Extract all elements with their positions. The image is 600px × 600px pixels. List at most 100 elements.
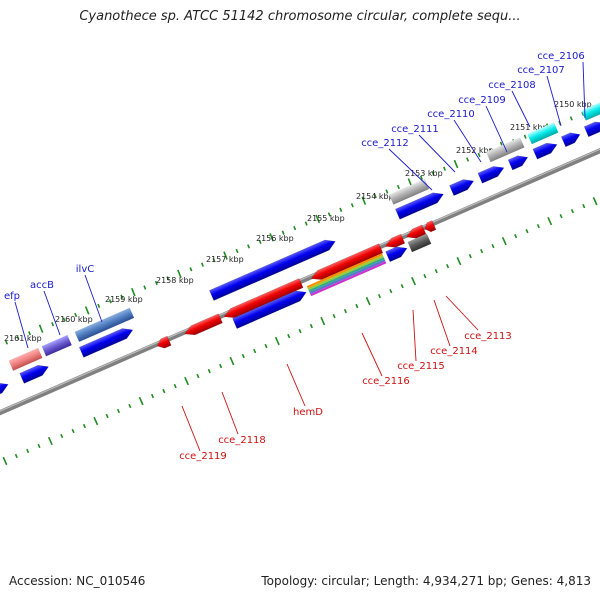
inner-tick [219, 363, 223, 369]
outer-tick [223, 251, 228, 260]
reverse-gene-arrow[interactable] [423, 220, 437, 233]
chromosome-backbone-highlight [0, 148, 600, 412]
gene-label-cce_2119[interactable]: cce_2119 [179, 451, 227, 462]
inner-tick [173, 383, 177, 389]
inner-tick [207, 368, 211, 374]
forward-gene-labels: cce_2106 cce_2107 cce_2108 cce_2109 cce_2110… [4, 51, 586, 349]
gene-leader-line [361, 332, 383, 377]
outer-tick [304, 221, 308, 226]
gene-label-cce_2109[interactable]: cce_2109 [458, 95, 506, 106]
kbp-label-group: 2150 kbp 2151 kbp 2152 kbp 2153 kbp 2154 kbp… [4, 100, 592, 343]
inner-tick [82, 423, 86, 429]
inner-tick [37, 443, 41, 449]
gene-ilvC[interactable] [74, 307, 135, 342]
gene-label-hemD[interactable]: hemD [293, 407, 323, 418]
outer-tick [16, 335, 20, 341]
gene-label-efp[interactable]: efp [4, 291, 20, 302]
gene-label-cce_2116[interactable]: cce_2116 [362, 376, 410, 387]
gene-efp[interactable] [8, 347, 43, 371]
gene-cce_2115[interactable] [385, 243, 410, 263]
gene-label-cce_2114[interactable]: cce_2114 [430, 346, 478, 357]
inner-tick [184, 376, 190, 386]
outer-tick [327, 212, 331, 217]
forward-gene-arrow[interactable] [209, 236, 337, 301]
inner-tick [298, 328, 302, 334]
gene-leader-line [221, 391, 239, 435]
forward-gene-arrow[interactable] [507, 152, 530, 171]
gene-label-ilvC[interactable]: ilvC [76, 264, 94, 275]
outer-tick [28, 331, 32, 336]
outer-tick [189, 267, 193, 272]
gene-leader-line [485, 105, 508, 153]
inner-tick [241, 353, 245, 359]
gene-cce_2114[interactable] [407, 233, 432, 253]
gene-cce_2109[interactable] [486, 137, 525, 163]
forward-strand-track [0, 99, 600, 401]
gene-cce_2116-stripe[interactable] [308, 257, 385, 293]
inner-tick [525, 228, 529, 234]
inner-tick [71, 428, 75, 434]
forward-gene-arrow[interactable] [0, 379, 10, 401]
inner-tick [400, 283, 404, 289]
outer-tick [74, 312, 78, 318]
forward-gene-arrow[interactable] [532, 139, 559, 160]
outer-tick [62, 317, 66, 322]
forward-gene-arrow[interactable] [583, 118, 600, 138]
forward-gene-arrow[interactable] [477, 163, 506, 184]
gene-label-cce_2108[interactable]: cce_2108 [488, 80, 536, 91]
inner-tick [320, 316, 326, 326]
inner-tick [116, 408, 121, 414]
reverse-gene-arrow[interactable] [309, 243, 384, 284]
inner-tick [138, 396, 144, 406]
gene-cce_2116-stripe[interactable] [309, 259, 386, 295]
forward-gene-arrow[interactable] [19, 362, 51, 384]
gene-label-accB[interactable]: accB [30, 280, 54, 291]
forward-gene-arrow[interactable] [78, 325, 135, 358]
inner-tick [264, 343, 268, 349]
inner-tick [592, 196, 598, 206]
genome-summary-text: Topology: circular; Length: 4,934,271 bp… [261, 574, 591, 588]
gene-cce_2118[interactable] [183, 313, 223, 339]
inner-tick [274, 336, 280, 346]
outer-tick [466, 157, 470, 162]
gene-leader-line [181, 405, 201, 452]
forward-gene-arrow[interactable] [395, 189, 445, 220]
gene-leader-line [14, 301, 29, 349]
gene-label-cce_2111[interactable]: cce_2111 [391, 124, 439, 135]
inner-tick [468, 253, 472, 259]
forward-gene-arrow[interactable] [449, 176, 475, 196]
inner-tick [2, 456, 8, 466]
gene-cce_2108[interactable] [527, 122, 559, 145]
kbp-label: 2150 kbp [554, 100, 592, 109]
gene-accB[interactable] [41, 335, 72, 357]
forward-gene-arrow[interactable] [560, 129, 582, 148]
inner-tick [570, 208, 574, 214]
gene-cce_2116-stripe[interactable] [310, 261, 387, 297]
kbp-label: 2160 kbp [55, 315, 93, 324]
gene-cce_2119[interactable] [155, 335, 172, 350]
gene-label-cce_2112[interactable]: cce_2112 [361, 138, 409, 149]
gene-label-cce_2115[interactable]: cce_2115 [397, 361, 445, 372]
reverse-gene-arrow[interactable] [383, 233, 406, 251]
inner-tick [389, 288, 393, 294]
gene-cce_2106[interactable] [581, 99, 600, 121]
outer-tick [396, 184, 400, 190]
inner-tick [60, 433, 64, 439]
outer-tick [350, 203, 354, 208]
reverse-gene-arrow[interactable] [405, 224, 427, 242]
gene-label-cce_2107[interactable]: cce_2107 [517, 65, 565, 76]
gene-cce_2116-stripe[interactable] [306, 253, 383, 289]
kbp-label: 2156 kbp [256, 234, 294, 243]
gene-label-cce_2118[interactable]: cce_2118 [218, 435, 266, 446]
outer-tick [269, 233, 274, 242]
gene-cce_2116-stripe[interactable] [307, 255, 384, 291]
gene-label-cce_2113[interactable]: cce_2113 [464, 331, 512, 342]
gene-hemD[interactable] [232, 287, 309, 329]
reverse-gene-labels: cce_2113 cce_2114 cce_2115 cce_2116 hemD cce_… [179, 295, 512, 462]
gene-label-cce_2110[interactable]: cce_2110 [427, 109, 475, 120]
gene-label-cce_2106[interactable]: cce_2106 [537, 51, 585, 62]
reverse-gene-arrow[interactable] [222, 278, 304, 322]
gene-cce_2112[interactable] [389, 178, 430, 205]
outer-tick [293, 225, 297, 231]
